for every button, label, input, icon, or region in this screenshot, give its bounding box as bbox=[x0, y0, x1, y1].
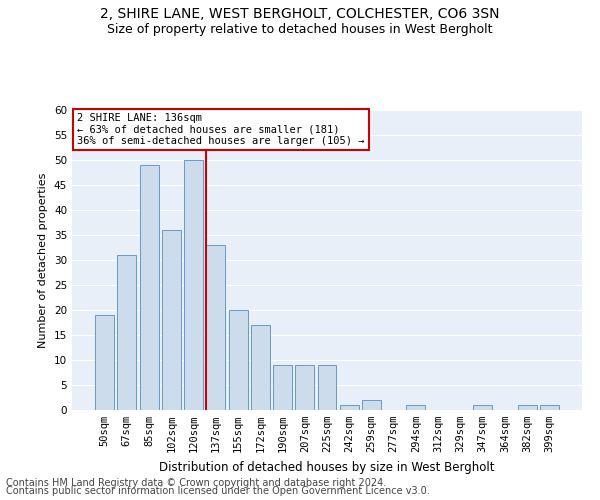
X-axis label: Distribution of detached houses by size in West Bergholt: Distribution of detached houses by size … bbox=[159, 460, 495, 473]
Bar bbox=[540, 405, 559, 410]
Bar bbox=[118, 255, 136, 410]
Text: Contains HM Land Registry data © Crown copyright and database right 2024.: Contains HM Land Registry data © Crown c… bbox=[6, 478, 386, 488]
Bar bbox=[340, 405, 359, 410]
Text: 2, SHIRE LANE, WEST BERGHOLT, COLCHESTER, CO6 3SN: 2, SHIRE LANE, WEST BERGHOLT, COLCHESTER… bbox=[100, 8, 500, 22]
Bar bbox=[273, 365, 292, 410]
Bar bbox=[251, 325, 270, 410]
Bar bbox=[206, 245, 225, 410]
Bar bbox=[95, 315, 114, 410]
Bar bbox=[295, 365, 314, 410]
Text: Size of property relative to detached houses in West Bergholt: Size of property relative to detached ho… bbox=[107, 22, 493, 36]
Bar bbox=[362, 400, 381, 410]
Bar bbox=[184, 160, 203, 410]
Bar bbox=[229, 310, 248, 410]
Text: 2 SHIRE LANE: 136sqm
← 63% of detached houses are smaller (181)
36% of semi-deta: 2 SHIRE LANE: 136sqm ← 63% of detached h… bbox=[77, 113, 365, 146]
Bar bbox=[406, 405, 425, 410]
Bar bbox=[473, 405, 492, 410]
Bar bbox=[140, 165, 158, 410]
Bar bbox=[317, 365, 337, 410]
Bar bbox=[518, 405, 536, 410]
Bar bbox=[162, 230, 181, 410]
Text: Contains public sector information licensed under the Open Government Licence v3: Contains public sector information licen… bbox=[6, 486, 430, 496]
Y-axis label: Number of detached properties: Number of detached properties bbox=[38, 172, 49, 348]
